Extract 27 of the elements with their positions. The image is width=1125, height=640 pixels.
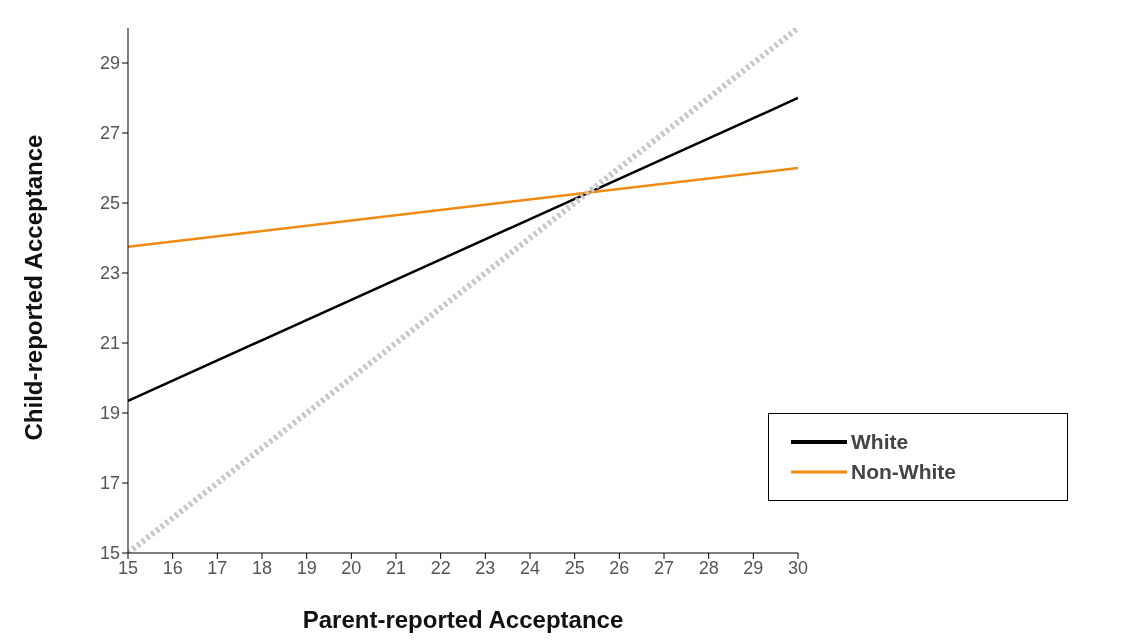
x-tick-label: 24 (519, 557, 541, 578)
x-tick-label: 29 (743, 557, 764, 578)
x-tick-label: 17 (207, 557, 228, 578)
y-tick-label: 19 (99, 403, 120, 424)
y-tick-label: 25 (99, 193, 120, 214)
x-tick-label: 30 (787, 557, 809, 578)
legend-label: Non-White (851, 460, 956, 484)
x-tick-label: 23 (475, 557, 496, 578)
x-tick-label: 21 (385, 557, 407, 578)
y-tick-label: 15 (99, 543, 120, 564)
x-tick-label: 20 (341, 557, 362, 578)
y-axis-title: Child-reported Acceptance (19, 134, 47, 441)
y-tick-label: 17 (99, 473, 120, 494)
x-tick-label: 18 (251, 557, 273, 578)
x-tick-label: 22 (430, 557, 451, 578)
y-tick-label: 21 (99, 333, 120, 354)
y-tick-label: 23 (99, 263, 120, 284)
x-axis-title: Parent-reported Acceptance (302, 606, 624, 633)
x-tick-label: 25 (564, 557, 585, 578)
x-tick-label: 26 (609, 557, 630, 578)
y-tick-label: 29 (99, 53, 120, 74)
legend-label: White (851, 430, 909, 454)
x-tick-label: 27 (653, 557, 675, 578)
x-tick-label: 16 (162, 557, 183, 578)
x-tick-label: 28 (698, 557, 719, 578)
x-tick-label: 19 (296, 557, 317, 578)
y-tick-label: 27 (99, 123, 120, 144)
